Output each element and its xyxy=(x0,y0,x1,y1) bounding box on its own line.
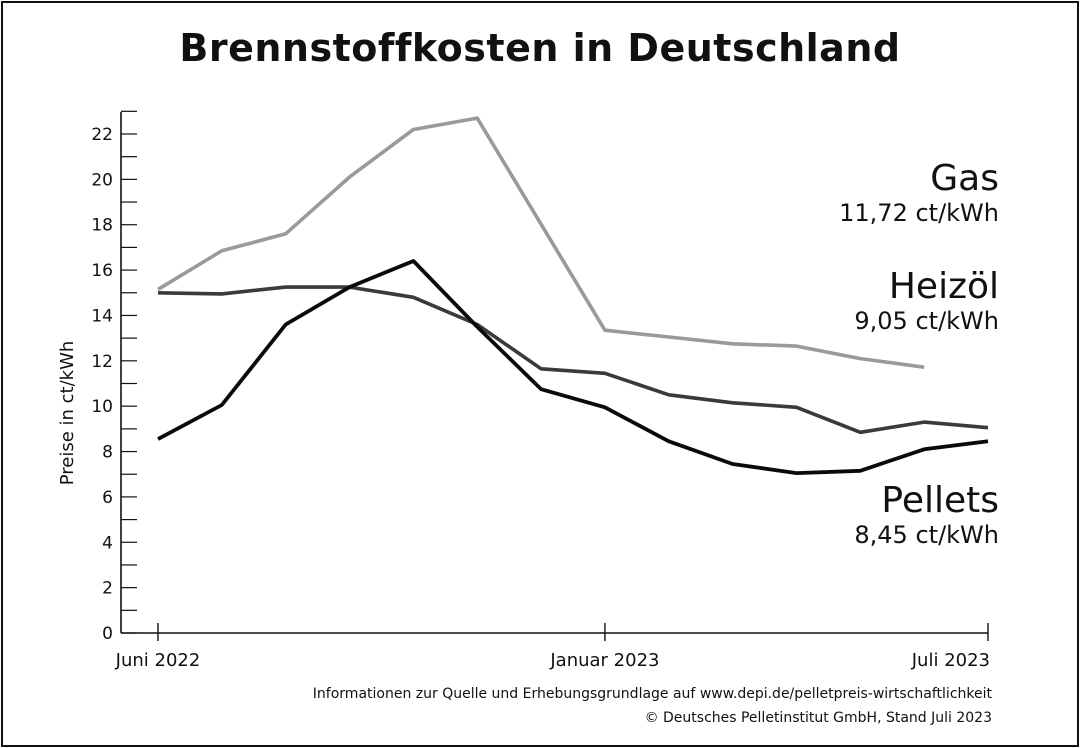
y-tick-label: 4 xyxy=(102,533,113,553)
y-tick-label: 18 xyxy=(91,216,113,236)
series-name-pellets: Pellets xyxy=(881,480,999,521)
series-line-heizoel xyxy=(157,285,989,435)
series-value-gas: 11,72 ct/kWh xyxy=(839,199,999,227)
y-tick-label: 0 xyxy=(102,624,113,644)
series-line-gas xyxy=(157,116,925,369)
copyright-note: © Deutsches Pelletinstitut GmbH, Stand J… xyxy=(644,710,992,726)
series-name-heizoel: Heizöl xyxy=(889,266,999,307)
y-axis-title: Preise in ct/kWh xyxy=(57,341,78,486)
y-tick-label: 2 xyxy=(102,579,113,599)
y-tick-label: 6 xyxy=(102,488,113,508)
chart-title: Brennstoffkosten in Deutschland xyxy=(179,26,901,70)
series-value-pellets: 8,45 ct/kWh xyxy=(854,521,999,549)
y-tick-label: 10 xyxy=(91,397,113,417)
y-tick-label: 16 xyxy=(91,261,113,281)
series-layer xyxy=(157,116,989,475)
axes: 0 2 4 6 8 10 12 14 16 18 20 22 Preise in ct/kWh Juni … xyxy=(57,110,990,671)
series-name-gas: Gas xyxy=(930,158,999,199)
x-tick-label: Januar 2023 xyxy=(549,650,659,671)
x-tick-label: Juli 2023 xyxy=(911,650,990,671)
y-tick-label: 8 xyxy=(102,443,113,463)
x-tick-label: Juni 2022 xyxy=(115,650,201,671)
y-tick-label: 14 xyxy=(91,306,113,326)
series-line-pellets xyxy=(157,259,989,475)
y-tick-label: 22 xyxy=(91,125,113,145)
y-tick-label: 20 xyxy=(91,170,113,190)
y-tick-label: 12 xyxy=(91,352,113,372)
source-note: Informationen zur Quelle und Erhebungsgr… xyxy=(312,686,992,702)
series-value-heizoel: 9,05 ct/kWh xyxy=(854,307,999,335)
